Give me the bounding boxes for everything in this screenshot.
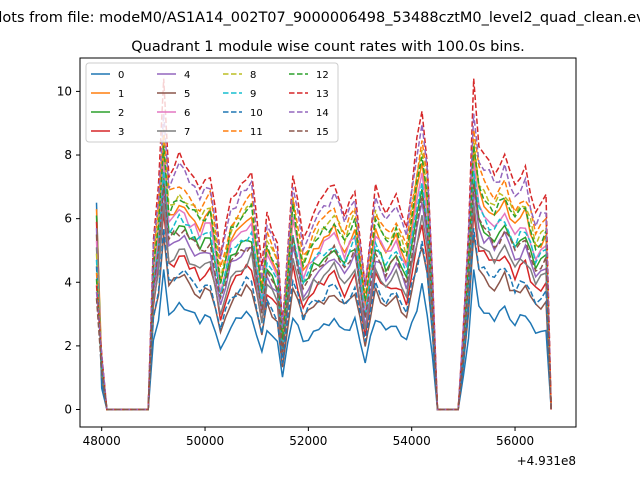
legend-label-11: 11 <box>250 127 263 138</box>
x-tick-label: 50000 <box>186 434 224 448</box>
legend-label-14: 14 <box>316 108 329 119</box>
series-line-4 <box>95 189 552 411</box>
series-line-13 <box>95 78 552 411</box>
x-tick-label: 52000 <box>289 434 327 448</box>
series-line-0 <box>95 202 552 411</box>
series-line-12 <box>95 145 552 411</box>
x-tick-label: 56000 <box>496 434 534 448</box>
legend-label-5: 5 <box>184 89 190 100</box>
legend-label-12: 12 <box>316 70 329 81</box>
series-layer <box>95 78 552 411</box>
legend-label-8: 8 <box>250 70 256 81</box>
legend-label-1: 1 <box>118 89 124 100</box>
legend-label-0: 0 <box>118 70 124 81</box>
chart-title: Quadrant 1 module wise count rates with … <box>131 39 525 55</box>
x-tick-label: 54000 <box>393 434 431 448</box>
series-line-7 <box>95 202 552 411</box>
legend-label-15: 15 <box>316 127 329 138</box>
y-tick-label: 10 <box>57 84 72 98</box>
series-line-6 <box>95 161 552 411</box>
y-tick-label: 0 <box>64 403 72 417</box>
legend-label-9: 9 <box>250 89 256 100</box>
series-line-14 <box>95 113 552 411</box>
axes-layer: 48000 50000 52000 54000 56000 0 2 4 6 8 10 <box>57 84 534 448</box>
x-offset-label: +4.931e8 <box>517 454 576 468</box>
legend-label-6: 6 <box>184 108 190 119</box>
legend-label-3: 3 <box>118 127 124 138</box>
y-tick-label: 2 <box>64 339 72 353</box>
y-tick-label: 6 <box>64 212 72 226</box>
series-line-10 <box>95 228 552 411</box>
legend-label-13: 13 <box>316 89 329 100</box>
figure-suptitle: Plots from file: modeM0/AS1A14_002T07_90… <box>0 10 640 26</box>
series-line-3 <box>95 212 552 411</box>
x-tick-label: 48000 <box>83 434 121 448</box>
legend-label-10: 10 <box>250 108 263 119</box>
series-line-5 <box>95 234 552 411</box>
series-line-9 <box>95 170 552 411</box>
y-tick-label: 4 <box>64 275 72 289</box>
legend-label-7: 7 <box>184 127 190 138</box>
plot-frame <box>79 57 577 428</box>
legend-label-2: 2 <box>118 108 124 119</box>
legend-label-4: 4 <box>184 70 190 81</box>
legend-box <box>85 62 339 143</box>
series-line-11 <box>95 129 552 411</box>
series-line-15 <box>95 183 552 411</box>
y-tick-label: 8 <box>64 148 72 162</box>
